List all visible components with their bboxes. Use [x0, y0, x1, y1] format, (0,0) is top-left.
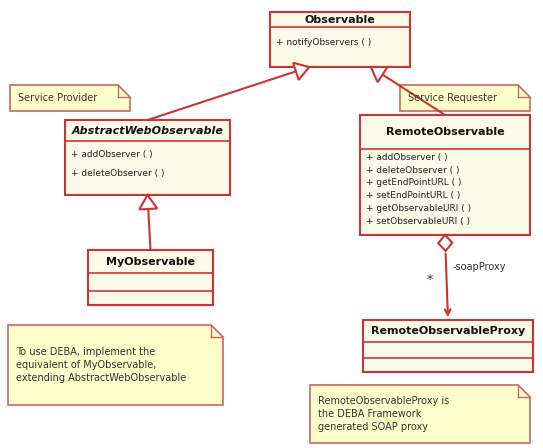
- Text: -soapProxy: -soapProxy: [453, 262, 507, 271]
- Text: RemoteObservableProxy: RemoteObservableProxy: [371, 326, 525, 336]
- Text: Service Provider: Service Provider: [18, 93, 97, 103]
- Bar: [270, 12, 410, 67]
- Text: Observable: Observable: [305, 15, 375, 25]
- Text: Service Requester: Service Requester: [408, 93, 497, 103]
- Polygon shape: [8, 325, 223, 405]
- Text: + addObserver ( ): + addObserver ( ): [366, 153, 447, 162]
- Text: + getEndPointURL ( ): + getEndPointURL ( ): [366, 178, 462, 187]
- Text: MyObservable: MyObservable: [106, 257, 195, 267]
- Bar: [65, 120, 230, 195]
- Text: AbstractWebObservable: AbstractWebObservable: [72, 125, 223, 135]
- Text: + deleteObserver ( ): + deleteObserver ( ): [71, 169, 165, 178]
- Polygon shape: [400, 85, 530, 111]
- Text: RemoteObservableProxy is
the DEBA Framework
generated SOAP proxy: RemoteObservableProxy is the DEBA Framew…: [318, 396, 449, 432]
- Text: + getObservableURI ( ): + getObservableURI ( ): [366, 204, 471, 213]
- Polygon shape: [10, 85, 130, 111]
- Polygon shape: [371, 67, 388, 82]
- Text: RemoteObservable: RemoteObservable: [386, 127, 504, 137]
- Text: + setEndPointURL ( ): + setEndPointURL ( ): [366, 191, 460, 200]
- Bar: [88, 250, 213, 305]
- Text: + setObservableURI ( ): + setObservableURI ( ): [366, 216, 470, 225]
- Bar: [360, 115, 530, 235]
- Polygon shape: [438, 235, 452, 251]
- Text: *: *: [427, 272, 433, 285]
- Text: + notifyObservers ( ): + notifyObservers ( ): [276, 38, 371, 47]
- Polygon shape: [310, 385, 530, 443]
- Text: + deleteObserver ( ): + deleteObserver ( ): [366, 166, 459, 175]
- Bar: [363, 320, 533, 372]
- Text: To use DEBA, implement the
equivalent of MyObservable,
extending AbstractWebObse: To use DEBA, implement the equivalent of…: [16, 347, 186, 383]
- Polygon shape: [293, 63, 309, 80]
- Text: + addObserver ( ): + addObserver ( ): [71, 150, 153, 159]
- Polygon shape: [139, 195, 157, 210]
